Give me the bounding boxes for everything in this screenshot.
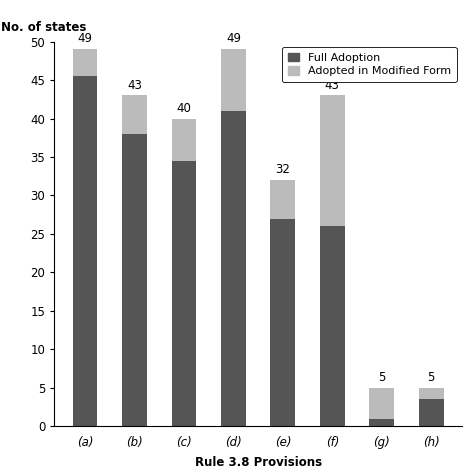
Bar bbox=[419, 388, 444, 399]
Text: 40: 40 bbox=[176, 102, 191, 115]
Bar bbox=[122, 134, 147, 426]
Bar bbox=[271, 218, 295, 426]
Text: 49: 49 bbox=[77, 32, 92, 45]
Text: 5: 5 bbox=[427, 371, 435, 384]
Text: No. of states: No. of states bbox=[1, 21, 87, 34]
Bar bbox=[370, 388, 394, 419]
Text: 43: 43 bbox=[325, 79, 340, 91]
Bar bbox=[73, 49, 98, 76]
Bar bbox=[172, 161, 197, 426]
X-axis label: Rule 3.8 Provisions: Rule 3.8 Provisions bbox=[195, 456, 322, 469]
Text: 43: 43 bbox=[127, 79, 142, 91]
Bar bbox=[271, 180, 295, 218]
Bar bbox=[320, 95, 345, 226]
Bar bbox=[122, 95, 147, 134]
Text: 5: 5 bbox=[378, 371, 386, 384]
Text: 49: 49 bbox=[226, 32, 241, 45]
Bar bbox=[370, 419, 394, 426]
Text: 32: 32 bbox=[275, 163, 290, 176]
Bar bbox=[73, 76, 98, 426]
Bar bbox=[419, 399, 444, 426]
Bar bbox=[221, 111, 246, 426]
Bar bbox=[172, 119, 197, 161]
Bar bbox=[221, 49, 246, 111]
Legend: Full Adoption, Adopted in Modified Form: Full Adoption, Adopted in Modified Form bbox=[282, 47, 456, 82]
Bar bbox=[320, 226, 345, 426]
